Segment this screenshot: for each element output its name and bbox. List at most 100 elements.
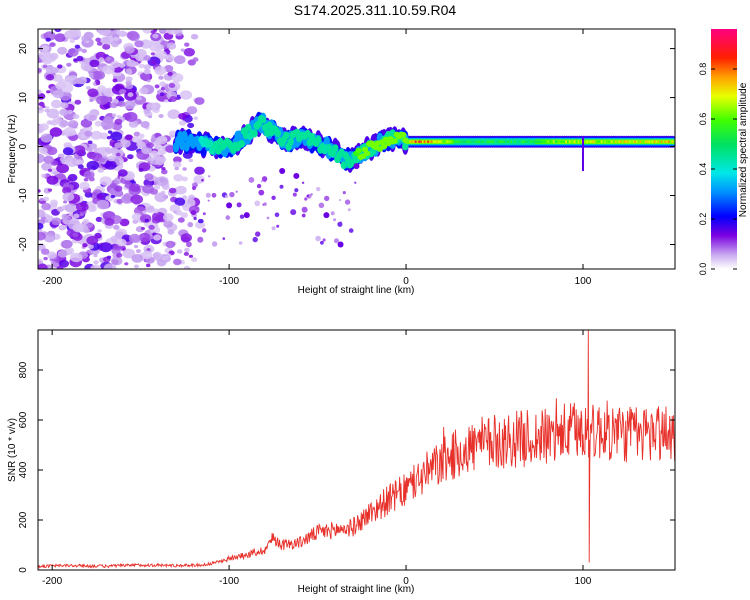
spectrogram-noise-blob: [154, 192, 167, 203]
spectrogram-noise-blob: [38, 189, 41, 193]
spectrogram-ridge-core: [595, 140, 597, 143]
spectrogram-noise-blob: [64, 203, 77, 213]
spectrogram-ridge-core: [436, 140, 438, 143]
spectrogram-ridge-core: [643, 140, 645, 143]
spectrogram-ridge-core: [517, 140, 520, 143]
spectrogram-noise-blob: [155, 176, 169, 187]
spectrogram-noise-blob: [114, 142, 123, 149]
spectrogram-noise-blob: [59, 157, 66, 162]
colorbar-tick-label: 0.0: [698, 263, 708, 276]
spectrogram-ridge-core: [623, 140, 626, 143]
spectrogram-noise-blob: [45, 106, 50, 110]
spectrogram-ridge-core: [538, 140, 541, 143]
spectrogram-noise-blob: [193, 175, 205, 184]
spectrogram-ridge-core: [414, 140, 417, 143]
spectrogram-ridge-core: [627, 140, 629, 143]
spectrogram-ridge-core: [575, 140, 578, 143]
spectrogram-noise-blob: [238, 241, 243, 245]
spectrogram-noise-blob: [239, 214, 245, 219]
spectrogram-ridge-core: [418, 140, 420, 143]
spectrogram-ridge-core: [522, 140, 525, 143]
spectrogram-noise-blob: [79, 213, 84, 217]
spectrogram-noise-blob: [96, 199, 110, 210]
spectrogram-noise-blob: [136, 96, 142, 101]
spectrogram-ridge-cell: [363, 150, 371, 157]
spectrogram-ridge-core: [501, 140, 504, 143]
spectrogram-noise-blob: [174, 197, 186, 206]
spectrogram-ridge-core: [422, 140, 424, 143]
spectrogram-noise-blob: [97, 229, 102, 233]
colorbar-ticks: 0.0 0.2 0.4 0.6 0.8: [698, 63, 737, 276]
spectrogram-noise-blob: [107, 155, 116, 162]
spectrogram-noise-blob: [271, 195, 276, 200]
spectrogram-noise-blob: [139, 87, 149, 95]
spectrogram-ridge-core: [667, 140, 670, 143]
spectrogram-ridge-core: [466, 140, 468, 143]
spectrogram-noise-blob: [260, 180, 263, 183]
spectrogram-noise-blob: [142, 210, 147, 214]
spectrogram-y-tick-label: 10: [18, 92, 29, 104]
spectrogram-noise-blob: [202, 228, 207, 233]
spectrogram-noise-blob: [73, 145, 86, 155]
spectrogram-ridge-core: [434, 140, 436, 143]
spectrogram-noise-blob: [156, 135, 168, 145]
spectrogram-noise-blob: [163, 220, 174, 228]
spectrogram-noise-blob: [140, 121, 150, 128]
spectrogram-noise-blob: [294, 188, 299, 193]
spectrogram-noise-blob: [135, 249, 141, 254]
snr-y-tick-label: 600: [18, 411, 29, 428]
spectrogram-noise-blob: [188, 254, 193, 258]
spectrogram-ridge-core: [462, 140, 465, 143]
spectrogram-noise-blob: [348, 228, 354, 233]
spectrogram-noise-blob: [57, 249, 68, 258]
spectrogram-noise-blob: [133, 244, 139, 249]
spectrogram-x-tick-label: 100: [575, 276, 592, 287]
spectrogram-echo-blob: [279, 168, 286, 175]
spectrogram-ridge-core: [446, 140, 449, 143]
spectrogram-noise-blob: [153, 234, 162, 241]
spectrogram-ridge-core: [664, 140, 666, 143]
spectrogram-noise-blob: [178, 120, 187, 126]
spectrogram-ridge-core: [441, 140, 443, 143]
spectrogram-ridge-core: [478, 140, 481, 143]
spectrogram-noise-blob: [42, 64, 48, 69]
spectrogram-ridge-core: [650, 140, 652, 143]
spectrogram-noise-blob: [159, 254, 169, 261]
spectrogram-noise-blob: [130, 194, 143, 205]
spectrogram-noise-blob: [69, 38, 76, 44]
spectrogram-noise-blob: [146, 142, 154, 149]
spectrogram-noise-blob: [136, 141, 146, 149]
spectrogram-noise-blob: [39, 197, 44, 202]
spectrogram-noise-blob: [236, 202, 242, 208]
spectrogram-noise-blob: [97, 167, 105, 173]
spectrogram-noise-blob: [115, 152, 121, 157]
spectrogram-noise-blob: [143, 55, 151, 61]
spectrogram-noise-blob: [202, 212, 206, 216]
spectrogram-ridge-core: [586, 140, 589, 143]
spectrogram-noise-blob: [347, 208, 351, 212]
snr-x-label: Height of straight line (km): [298, 584, 415, 595]
spectrogram-noise-blob: [167, 229, 175, 235]
spectrogram-noise-blob: [152, 211, 165, 222]
spectrogram-ridge-core: [473, 140, 475, 143]
spectrogram-noise-blob: [60, 102, 69, 109]
spectrogram-noise-blob: [112, 78, 118, 83]
figure-title: S174.2025.311.10.59.R04: [293, 2, 457, 18]
spectrogram-noise-blob: [41, 45, 50, 52]
spectrogram-noise-blob: [116, 238, 127, 247]
spectrogram-ridge-core: [519, 140, 521, 143]
spectrogram-noise-blob: [122, 248, 136, 259]
spectrogram-ridge-core: [611, 140, 613, 143]
spectrogram-noise-blob: [118, 30, 127, 37]
spectrogram-noise-blob: [182, 167, 187, 171]
spectrogram-noise-blob: [255, 231, 261, 237]
spectrogram-ridge-core: [620, 140, 622, 143]
spectrogram-noise-blob: [87, 88, 99, 97]
spectrogram-noise-blob: [138, 63, 145, 69]
spectrogram-noise-blob: [61, 83, 74, 93]
spectrogram-y-tick-label: -10: [18, 188, 29, 203]
spectrogram-noise-blob: [93, 254, 98, 258]
spectrogram-noise-blob: [190, 33, 199, 40]
snr-plot-area: [38, 330, 675, 570]
spectrogram-noise-blob: [43, 233, 56, 243]
